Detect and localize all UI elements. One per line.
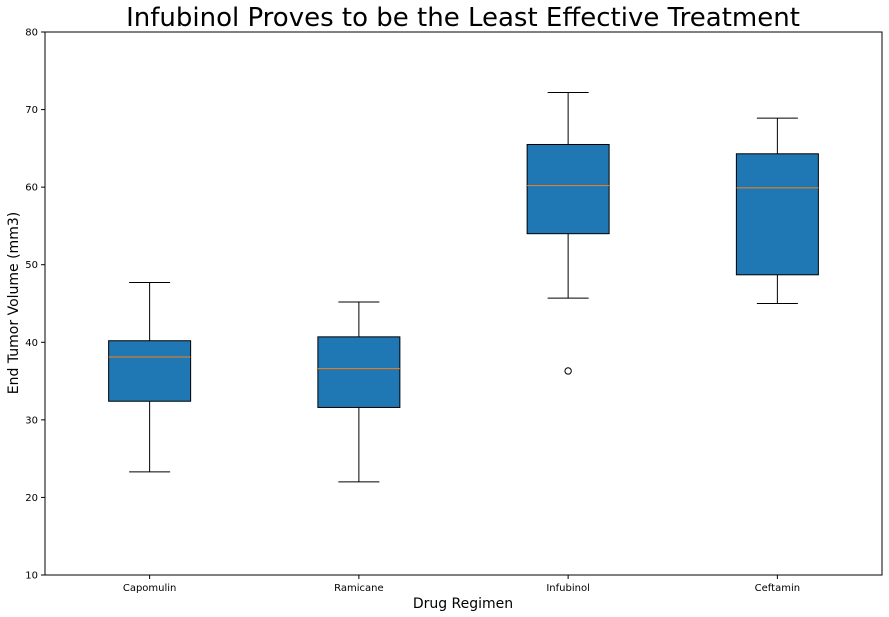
- iqr-box: [108, 340, 192, 402]
- box-infubinol: [526, 92, 610, 375]
- chart-marks: [108, 92, 819, 483]
- box-ramicane: [317, 301, 401, 483]
- y-tick-label: 80: [25, 28, 38, 39]
- y-axis-ticks: 10 20 30 40 50 60 70 80: [25, 28, 45, 582]
- outlier-point: [564, 367, 572, 375]
- y-tick-label: 50: [25, 260, 38, 271]
- y-tick-label: 60: [25, 183, 38, 194]
- plot-area: [44, 31, 883, 576]
- x-tick-label: Ceftamin: [755, 583, 800, 594]
- y-axis-label: End Tumor Volume (mm3): [6, 212, 22, 394]
- y-tick-label: 10: [25, 571, 38, 582]
- x-tick-label: Ramicane: [334, 583, 384, 594]
- iqr-box: [735, 153, 819, 276]
- y-tick-label: 30: [25, 415, 38, 426]
- x-axis-ticks: Capomulin Ramicane Infubinol Ceftamin: [123, 575, 800, 594]
- chart-title: Infubinol Proves to be the Least Effecti…: [126, 3, 800, 33]
- x-tick-label: Capomulin: [123, 583, 177, 594]
- iqr-box: [317, 336, 401, 408]
- box-capomulin: [108, 282, 192, 473]
- box-ceftamin: [735, 117, 819, 304]
- iqr-box: [526, 143, 610, 235]
- x-tick-label: Infubinol: [546, 583, 590, 594]
- x-axis-label: Drug Regimen: [413, 596, 513, 612]
- y-tick-label: 70: [25, 105, 38, 116]
- y-tick-label: 40: [25, 338, 38, 349]
- y-tick-label: 20: [25, 493, 38, 504]
